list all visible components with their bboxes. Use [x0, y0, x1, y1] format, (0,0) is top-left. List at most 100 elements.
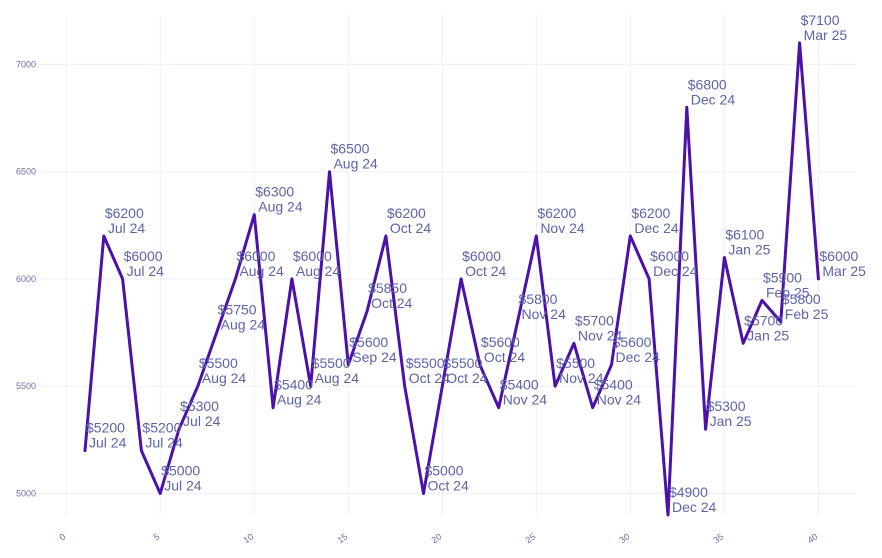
data-label-value: $5400	[594, 377, 633, 393]
data-label-value: $6300	[255, 184, 294, 200]
data-label-date: Nov 24	[540, 220, 585, 236]
data-label-value: $6500	[330, 141, 369, 157]
data-label-value: $5400	[500, 377, 539, 393]
data-label-date: Oct 24	[371, 295, 412, 311]
data-label-date: Dec 24	[691, 91, 736, 107]
data-label-date: Oct 24	[390, 220, 431, 236]
data-label-value: $5700	[575, 312, 614, 328]
data-label-date: Dec 24	[653, 263, 698, 279]
x-tick-label: 40	[806, 531, 820, 545]
series-line	[83, 41, 820, 517]
data-label-date: Jul 24	[108, 220, 146, 236]
data-label-date: Aug 24	[296, 263, 341, 279]
data-label-value: $5600	[481, 334, 520, 350]
data-label-date: Nov 24	[503, 392, 548, 408]
data-label-value: $6800	[688, 76, 727, 92]
data-label-value: $5200	[86, 420, 125, 436]
data-label-date: Oct 24	[484, 349, 525, 365]
data-label-date: Jul 24	[183, 413, 221, 429]
data-label-value: $5000	[424, 463, 463, 479]
x-tick-label: 35	[712, 531, 726, 545]
data-label-value: $5900	[763, 269, 802, 285]
data-label-date: Aug 24	[221, 317, 266, 333]
data-label-date: Oct 24	[465, 263, 506, 279]
data-label-value: $5850	[368, 280, 407, 296]
data-label-date: Oct 24	[409, 370, 450, 386]
data-label-value: $5600	[349, 334, 388, 350]
x-tick-label: 5	[152, 531, 162, 542]
data-label-value: $6200	[105, 205, 144, 221]
data-label-value: $6000	[819, 248, 858, 264]
data-label-value: $6200	[631, 205, 670, 221]
data-label-date: Feb 25	[785, 306, 829, 322]
data-label-value: $5750	[218, 302, 257, 318]
data-label-value: $6200	[387, 205, 426, 221]
data-label-value: $6000	[650, 248, 689, 264]
data-label-date: Aug 24	[239, 263, 284, 279]
data-label-date: Oct 24	[427, 478, 468, 494]
data-label-value: $5500	[312, 355, 351, 371]
data-label-date: Jul 24	[89, 435, 127, 451]
data-label-value: $6000	[236, 248, 275, 264]
data-label-date: Dec 24	[616, 349, 661, 365]
data-label-value: $7100	[801, 12, 840, 28]
data-label-value: $5200	[142, 420, 181, 436]
data-label-value: $5300	[180, 398, 219, 414]
data-label-date: Aug 24	[333, 156, 378, 172]
data-label-value: $5600	[613, 334, 652, 350]
data-label-value: $4900	[669, 484, 708, 500]
data-label-value: $6200	[537, 205, 576, 221]
data-label-value: $6100	[725, 226, 764, 242]
data-label-date: Dec 24	[672, 499, 717, 515]
tick-layer: 5000 5500 6000 6500 7000 0 5 10 15 20 25 30 35 40	[16, 59, 820, 545]
x-tick-label: 20	[430, 531, 444, 545]
data-label-date: Jul 24	[145, 435, 183, 451]
data-label-value: $6000	[293, 248, 332, 264]
data-label-value: $5500	[406, 355, 445, 371]
y-tick-label: 5500	[16, 381, 36, 391]
data-label-date: Nov 24	[522, 306, 567, 322]
data-label-date: Dec 24	[634, 220, 679, 236]
x-tick-label: 15	[335, 531, 349, 545]
data-label-value: $5500	[556, 355, 595, 371]
line-layer	[83, 41, 820, 517]
data-label-date: Jul 24	[127, 263, 165, 279]
data-label-date: Jan 25	[728, 241, 770, 257]
x-tick-label: 30	[618, 531, 632, 545]
data-label-date: Aug 24	[315, 370, 360, 386]
data-label-date: Mar 25	[804, 27, 848, 43]
data-label-date: Aug 24	[277, 392, 322, 408]
y-tick-label: 6500	[16, 167, 36, 177]
x-tick-label: 10	[241, 531, 255, 545]
y-tick-label: 5000	[16, 489, 36, 499]
data-label-value: $6000	[462, 248, 501, 264]
data-label-date: Mar 25	[822, 263, 866, 279]
data-label-value: $5700	[744, 312, 783, 328]
data-label-date: Oct 24	[446, 370, 487, 386]
data-label-date: Aug 24	[258, 199, 303, 215]
data-label-date: Jul 24	[164, 478, 202, 494]
y-tick-label: 7000	[16, 59, 36, 69]
data-label-date: Jan 25	[710, 413, 752, 429]
data-label-date: Sep 24	[352, 349, 397, 365]
data-label-value: $5400	[274, 377, 313, 393]
data-label-value: $6000	[124, 248, 163, 264]
data-label-date: Feb 25	[766, 284, 810, 300]
data-label-date: Jan 25	[747, 327, 789, 343]
data-label-date: Nov 24	[578, 327, 623, 343]
data-label-value: $5300	[707, 398, 746, 414]
data-label-value: $5500	[443, 355, 482, 371]
data-label-date: Aug 24	[202, 370, 247, 386]
x-tick-label: 25	[524, 531, 538, 545]
data-label-value: $5000	[161, 463, 200, 479]
data-label-date: Nov 24	[559, 370, 604, 386]
data-label-value: $5500	[199, 355, 238, 371]
y-tick-label: 6000	[16, 274, 36, 284]
data-label-date: Nov 24	[597, 392, 642, 408]
data-label-value: $5800	[519, 291, 558, 307]
x-tick-label: 0	[58, 531, 68, 542]
data-label-value: $5800	[782, 291, 821, 307]
